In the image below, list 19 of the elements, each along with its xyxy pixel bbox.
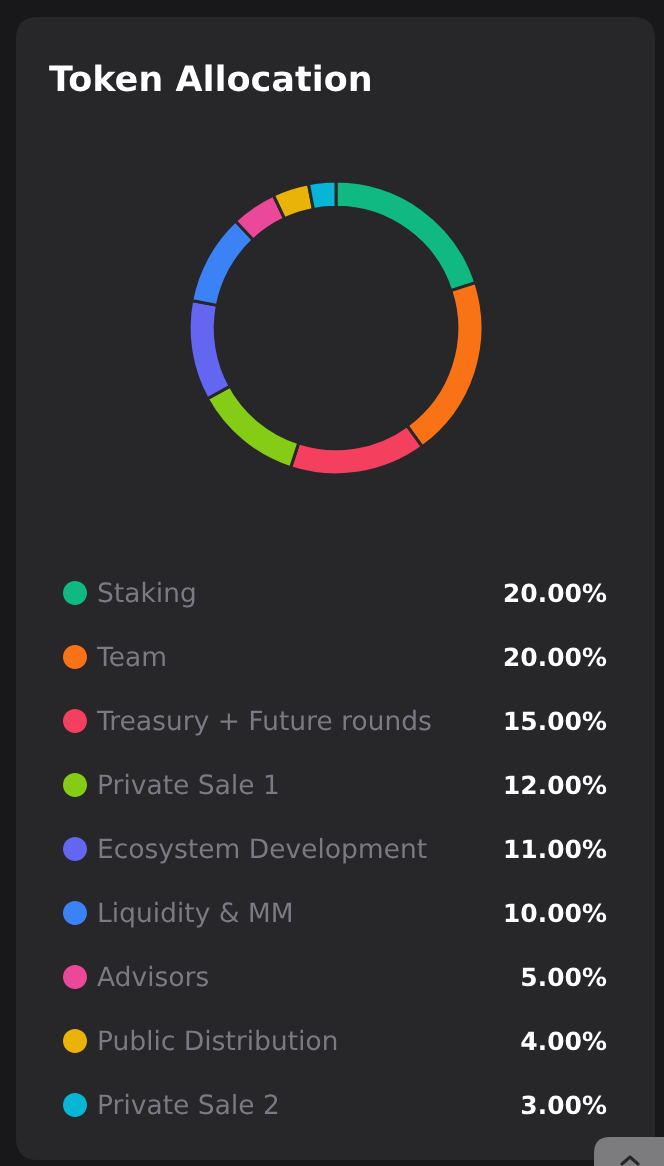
data-label: 4.00% xyxy=(521,1031,607,1051)
legend-label: Private Sale 2 xyxy=(99,1093,278,1115)
data-label: 20.00% xyxy=(504,647,607,667)
legend-label: Team xyxy=(96,646,165,667)
legend-label: Private Sale 1 xyxy=(99,773,278,795)
legend-label: Treasury + Future rounds xyxy=(96,709,431,736)
data-label: 20.00% xyxy=(504,583,607,603)
data-label: 5.00% xyxy=(522,967,607,987)
data-label: 12.00% xyxy=(505,775,607,795)
data-label: 15.00% xyxy=(505,711,607,731)
legend-label: Ecosystem Development xyxy=(99,837,427,864)
data-label: 10.00% xyxy=(505,903,607,923)
legend-label: Advisors xyxy=(97,965,208,987)
data-label: 11.00% xyxy=(505,839,607,859)
legend-label: Staking xyxy=(98,581,195,608)
data-label: 3.00% xyxy=(521,1095,607,1115)
chart-title: Token Allocation xyxy=(49,64,370,92)
legend-label: Public Distribution xyxy=(99,1029,337,1051)
legend-label: Liquidity & MM xyxy=(99,901,292,928)
